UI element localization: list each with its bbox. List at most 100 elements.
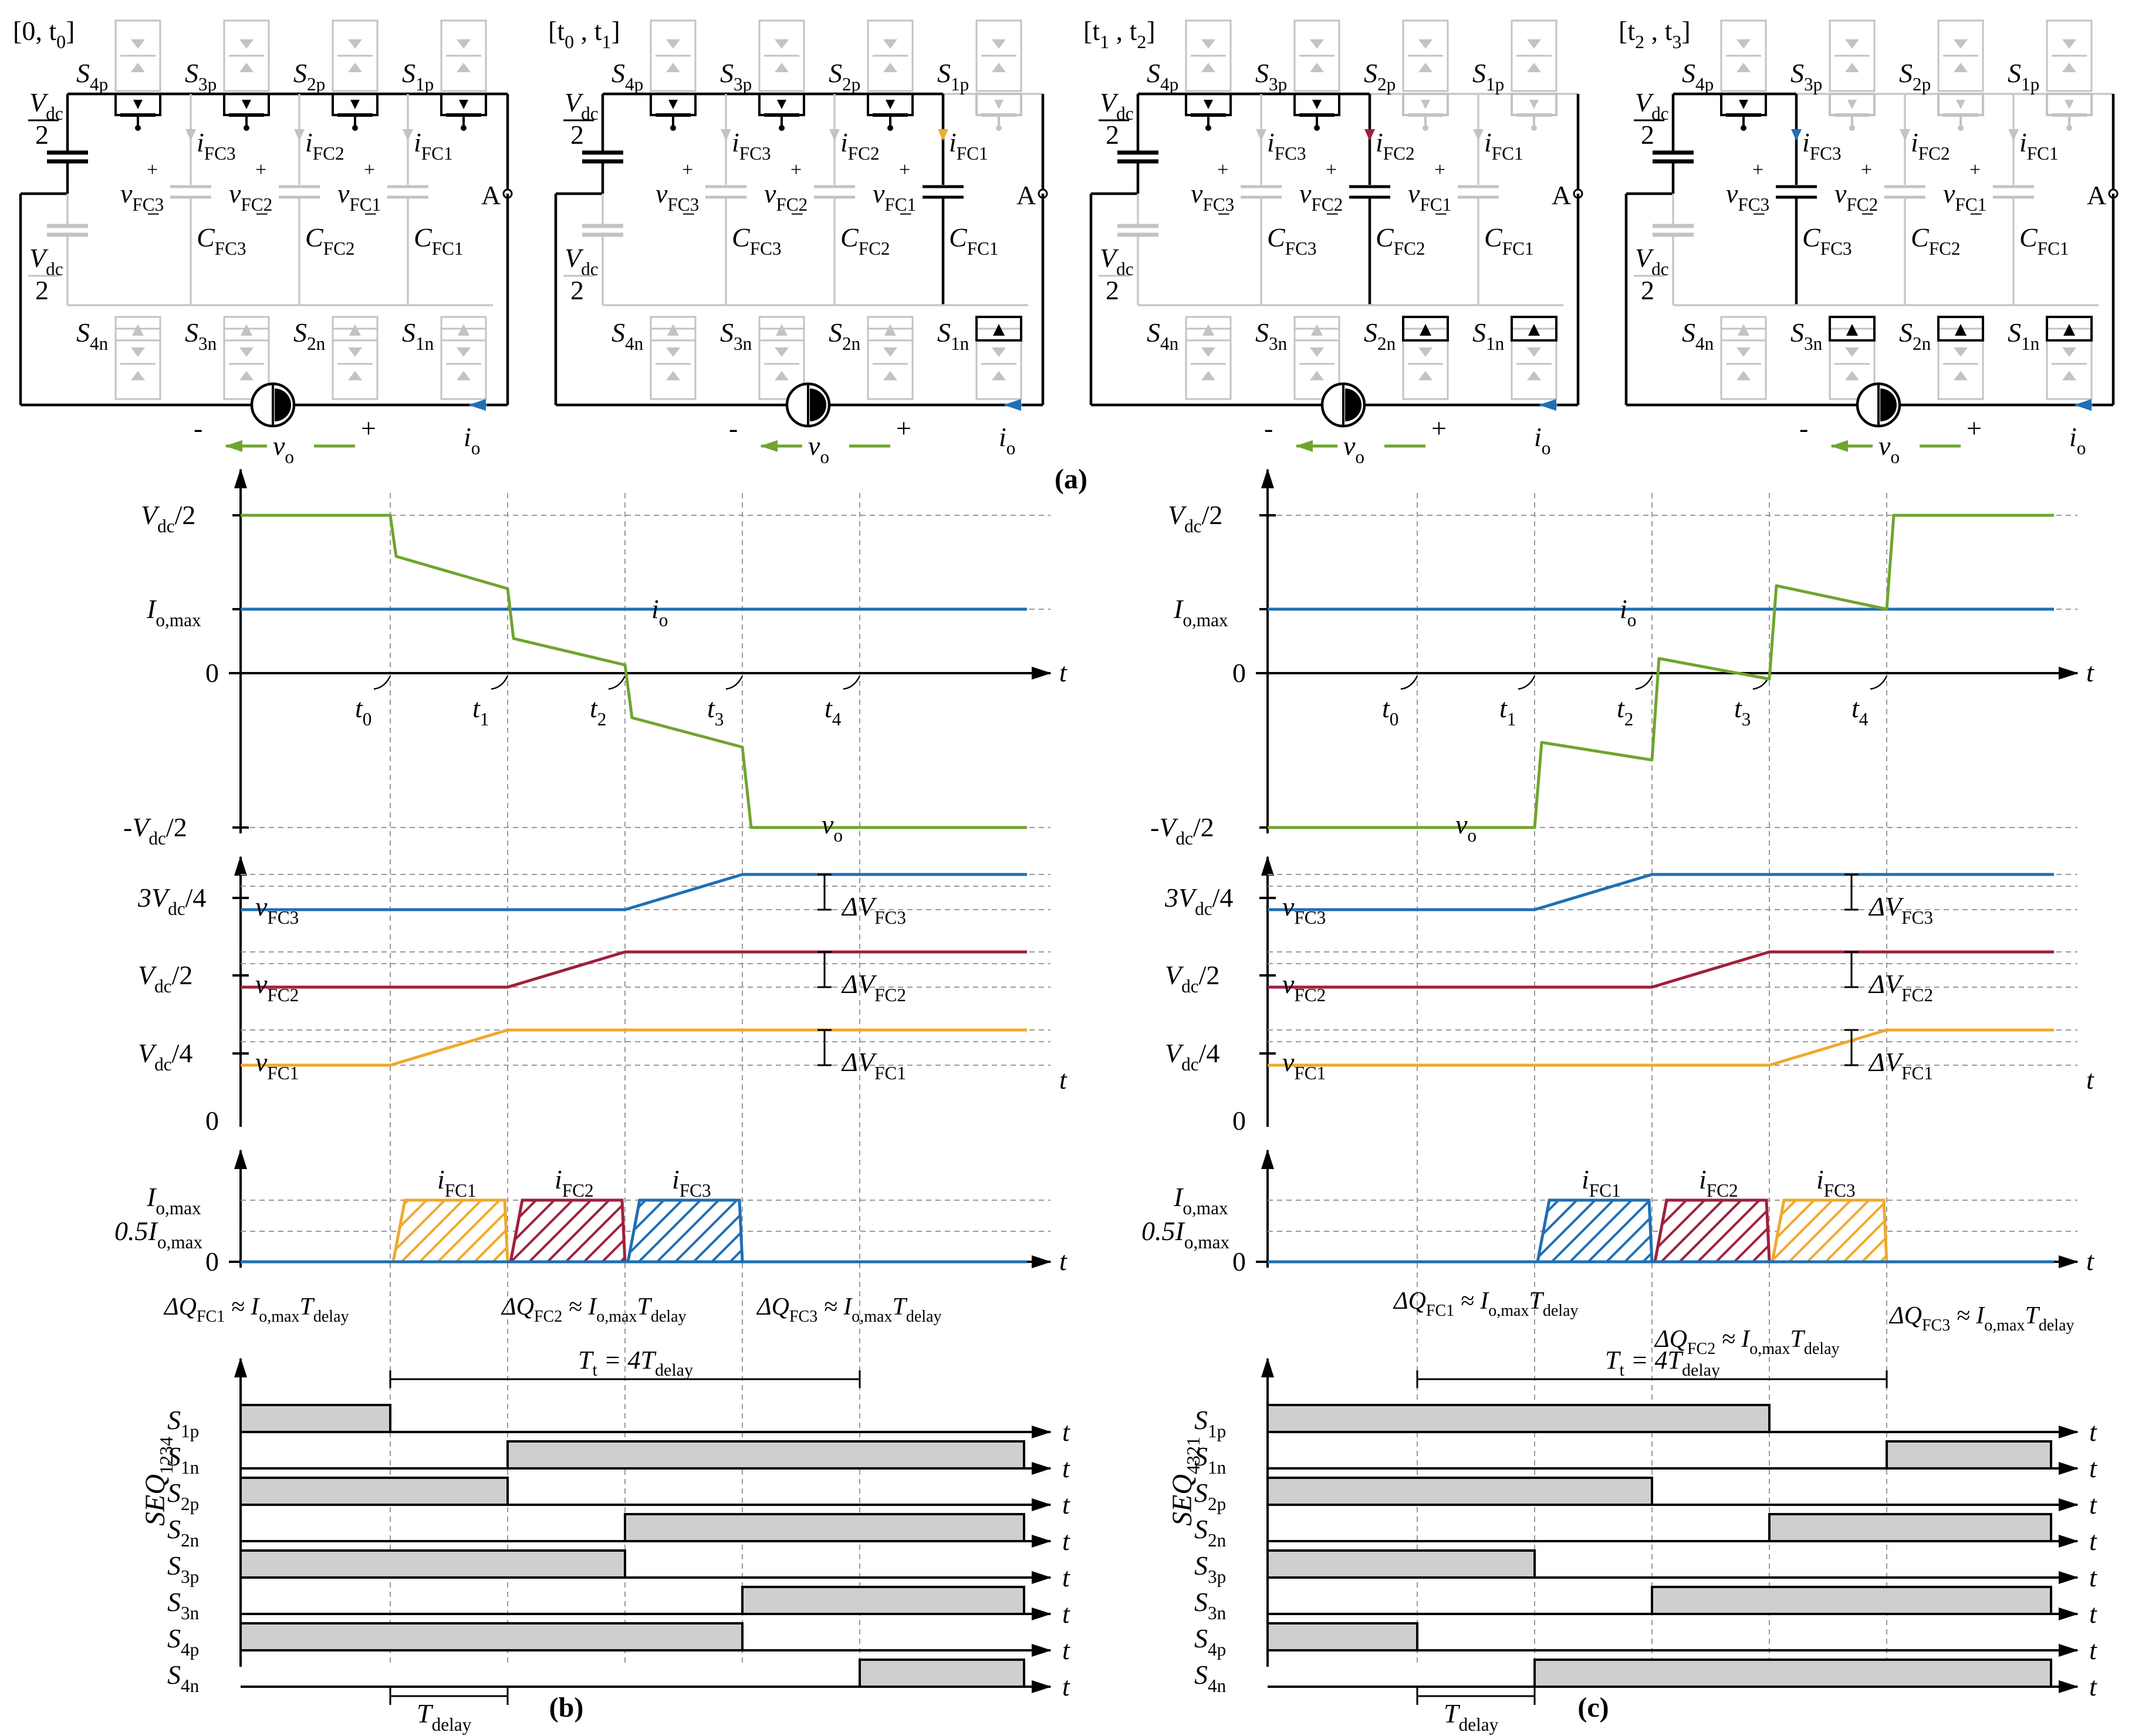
- lower-switch-label: S1n: [402, 318, 434, 354]
- fc-current-label: iFC2: [840, 127, 880, 164]
- fc-current-arrow: [1256, 129, 1266, 141]
- label-sub: dc: [1181, 976, 1199, 997]
- label-main: v: [808, 431, 820, 461]
- vfc-trace-label: vFC2: [1282, 969, 1326, 1005]
- ifc-area-fc3: [626, 1198, 744, 1264]
- ifc-tick-half: 0.5Io,max: [1141, 1216, 1229, 1252]
- label-sub: FC3: [1901, 907, 1933, 928]
- label-main: v: [1282, 969, 1295, 999]
- fc-minus: −: [1969, 201, 1983, 227]
- upper-switch-label: S1p: [2008, 58, 2039, 94]
- vfc-tick-zero: 0: [1232, 1106, 1246, 1136]
- upper-switch-label: S4p: [611, 58, 643, 94]
- tt-eq-sub: delay: [655, 1360, 693, 1380]
- label-sub: 4n: [1695, 333, 1714, 354]
- lower-switch-label: S2n: [293, 318, 326, 354]
- vdc-denominator: 2: [1641, 275, 1654, 305]
- vo-trace-label: vo: [1455, 809, 1477, 846]
- vfc-tick-label: Vdc/4: [138, 1038, 192, 1075]
- ghost-module: [1185, 19, 1232, 92]
- label-main: t: [1062, 1599, 1070, 1629]
- label-sub: 2n: [181, 1530, 200, 1551]
- time-tick-t3: t3: [707, 693, 724, 729]
- ghost-diode: [992, 347, 1006, 357]
- io-label: io: [464, 422, 480, 458]
- lower-switch-s2n: [1937, 316, 1984, 342]
- label-sub: FC1: [421, 143, 453, 164]
- fc-minus: −: [255, 201, 269, 227]
- fc-current-label: iFC2: [305, 127, 344, 164]
- label-main: t: [1062, 1417, 1070, 1447]
- fc-plus: +: [1969, 159, 1981, 181]
- label-sub: FC1: [1294, 1063, 1326, 1083]
- fc-voltage-label: vFC2: [1299, 178, 1343, 215]
- label-main: i: [840, 127, 848, 157]
- label-main: C: [1267, 222, 1286, 252]
- io-trace-label: io: [651, 594, 668, 630]
- label-sub: FC3: [680, 1180, 711, 1201]
- label-sub: FC2: [1294, 985, 1326, 1005]
- label-sub: FC3: [1820, 238, 1852, 259]
- label-sub: 4: [832, 709, 842, 729]
- ghost-diode: [775, 347, 789, 357]
- vfc-tick-label: 3Vdc/4: [1164, 883, 1233, 919]
- label-main: V: [565, 243, 584, 273]
- vdc-denominator: 2: [1641, 120, 1654, 150]
- switch-terminal: [996, 125, 1002, 131]
- switch-diode: [459, 100, 468, 109]
- ghost-upper-module: [114, 19, 161, 92]
- label-main: v: [822, 809, 834, 839]
- label-main: i: [1534, 422, 1542, 452]
- seq-sub: 1234: [156, 1437, 177, 1474]
- fc-voltage-label: vFC2: [1834, 178, 1878, 215]
- interval-open: [t: [548, 16, 565, 46]
- label-sub: o: [1467, 825, 1477, 846]
- label-sub: 2p: [1913, 74, 1931, 94]
- fc-voltage-label: vFC2: [229, 178, 272, 215]
- label-main: t: [355, 693, 363, 723]
- vfc-tick-label: Vdc/2: [138, 960, 192, 997]
- ifc-area-fc2: [508, 1198, 627, 1264]
- tick-leader: [1400, 676, 1418, 690]
- label-main: S: [167, 1587, 181, 1617]
- ghost-diode: [348, 39, 362, 49]
- upper-switch-s1p: [2046, 93, 2093, 131]
- gate-t-label: t: [1062, 1490, 1070, 1519]
- vdc-denominator: 2: [1106, 120, 1119, 150]
- sequence-label: SEQ1234: [140, 1437, 177, 1526]
- ghost-module: [114, 19, 161, 92]
- ghost-diode: [1201, 63, 1215, 72]
- label-sub: FC1: [1955, 194, 1986, 215]
- fc-plus: +: [364, 159, 375, 181]
- ghost-upper-module: [223, 19, 270, 92]
- fc-current-label: iFC2: [1911, 127, 1950, 164]
- fc-voltage-label: vFC3: [656, 178, 699, 215]
- fc-current-label: iFC1: [414, 127, 453, 164]
- gate-t-label: t: [1062, 1526, 1070, 1556]
- ghost-diode: [992, 63, 1006, 72]
- vo-trace-label: vo: [822, 809, 843, 846]
- fc-plus: +: [1434, 159, 1445, 181]
- lower-switch-label: S1n: [1472, 318, 1505, 354]
- ghost-upper-module: [1511, 19, 1557, 92]
- label-main: I: [1173, 594, 1184, 624]
- vdc-label-top: Vdc: [29, 87, 63, 124]
- lower-switch-diode: [1846, 324, 1858, 336]
- fc-current-arrow: [721, 129, 731, 141]
- lower-switch-label: S4n: [611, 318, 644, 354]
- lower-switch-s3n: [1293, 316, 1340, 342]
- label-main: ΔV: [1868, 969, 1904, 999]
- ifc-area-label: iFC1: [1582, 1164, 1621, 1201]
- label-sub: 4p: [1695, 74, 1714, 94]
- gate-pulse-2p: [239, 1477, 509, 1506]
- fc-current-label: iFC1: [2019, 127, 2059, 164]
- fc-current-arrow: [2008, 129, 2019, 141]
- vfc-trace-label: vFC1: [1282, 1047, 1326, 1083]
- label-main: V: [1165, 960, 1184, 990]
- label-sub: 1n: [1486, 333, 1505, 354]
- lower-switch-label: S3n: [1255, 318, 1288, 354]
- ghost-diode: [666, 347, 680, 357]
- lower-switch-diode: [1311, 324, 1323, 336]
- upper-switch-s2p: [1402, 93, 1449, 131]
- lower-switch-diode: [458, 324, 469, 336]
